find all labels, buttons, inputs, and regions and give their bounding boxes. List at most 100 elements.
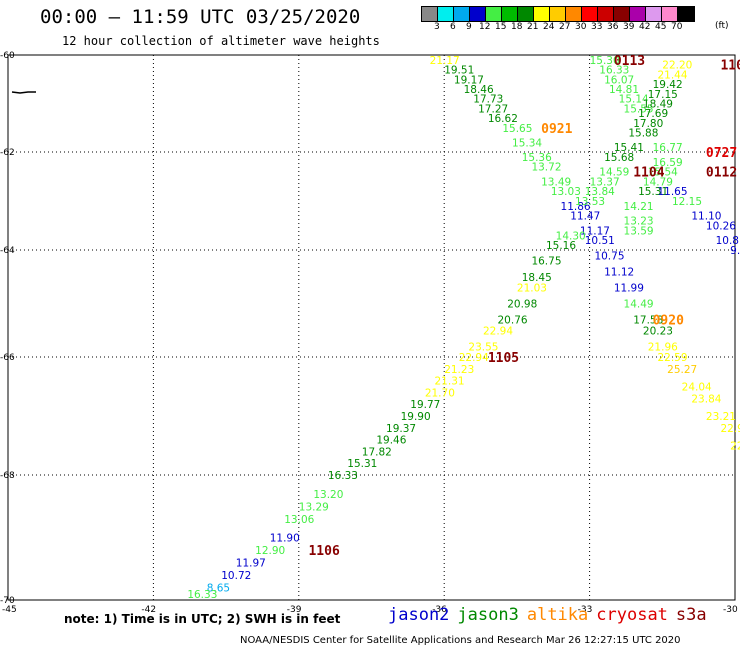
pass-time-label: 1104 <box>633 166 664 181</box>
colorbar-tick-label: 24 <box>543 22 555 32</box>
colorbar-tick-label: 30 <box>575 22 587 32</box>
wave-height-value: 16.62 <box>488 113 518 125</box>
wave-height-value: 14.49 <box>624 299 654 311</box>
wave-height-value: 11.97 <box>236 558 266 570</box>
wave-height-value: 13.72 <box>531 162 561 174</box>
wave-height-value: 18.49 <box>643 99 673 111</box>
colorbar-tick-label: 21 <box>527 22 539 32</box>
lat-tick-label: -66 <box>0 353 15 363</box>
colorbar-swatch <box>582 7 598 21</box>
lat-tick-label: -68 <box>0 471 15 481</box>
colorbar-tick-label: 36 <box>607 22 619 32</box>
wave-height-value: 17.82 <box>362 446 392 458</box>
pass-time-label: 0921 <box>541 122 572 137</box>
wave-height-value: 17.73 <box>473 94 503 106</box>
colorbar-swatch <box>630 7 646 21</box>
pass-time-label: 0112 <box>706 166 737 181</box>
pass-time-label: 0113 <box>614 54 645 69</box>
wave-height-value: 21.31 <box>435 376 465 388</box>
wave-height-value: 15.36 <box>522 152 552 164</box>
wave-height-value: 10.26 <box>706 221 736 233</box>
colorbar-tick-label: 27 <box>559 22 571 32</box>
wave-height-value: 10.75 <box>594 250 624 262</box>
lat-tick-label: -70 <box>0 596 15 606</box>
pass-time-label: 1106 <box>308 544 339 559</box>
satellite-legend: jason2 jason3 altika cryosat s3a <box>388 605 715 625</box>
wave-height-value: 8.65 <box>207 583 230 595</box>
credit-line: NOAA/NESDIS Center for Satellite Applica… <box>240 635 681 646</box>
wave-height-value: 15.30 <box>590 55 620 67</box>
colorbar-swatch <box>662 7 678 21</box>
wave-height-value: 16.33 <box>599 65 629 77</box>
wave-height-value: 21.17 <box>430 55 460 67</box>
colorbar-swatch <box>646 7 662 21</box>
colorbar-tick-label: 12 <box>479 22 491 32</box>
wave-height-value: 13.06 <box>284 514 314 526</box>
wave-height-value: 13.20 <box>313 489 343 501</box>
wave-height-value: 22 <box>730 441 740 453</box>
colorbar-tick-label: 15 <box>495 22 507 32</box>
colorbar-tick-label: 3 <box>434 22 440 32</box>
wave-height-value: 15.88 <box>628 128 658 140</box>
wave-height-value: 11.65 <box>657 186 687 198</box>
wave-height-value: 11.12 <box>604 266 634 278</box>
colorbar-unit: (ft) <box>715 21 729 31</box>
wave-height-value: 21.70 <box>425 387 455 399</box>
wave-height-value: 16.33 <box>187 589 217 601</box>
wave-height-value: 15.68 <box>604 152 634 164</box>
wave-height-value: 15.55 <box>624 103 654 115</box>
lon-tick-label: -30 <box>723 605 738 615</box>
coastline-fragment <box>11 91 36 94</box>
wave-height-value: 13.29 <box>299 501 329 513</box>
wave-height-value: 21.44 <box>657 69 687 81</box>
map-frame <box>7 54 736 601</box>
lon-tick-label: -45 <box>2 605 17 615</box>
wave-height-value: 22.9 <box>720 423 740 435</box>
wave-height-value: 11.17 <box>580 225 610 237</box>
colorbar-tick-label: 9 <box>466 22 472 32</box>
pass-time-label: 0727 <box>706 146 737 161</box>
wave-height-value: 17.58 <box>633 315 663 327</box>
legend-s3a: s3a <box>675 605 707 625</box>
wave-height-value: 23.21 <box>706 411 736 423</box>
wave-height-value: 20.76 <box>498 315 528 327</box>
page-subtitle: 12 hour collection of altimeter wave hei… <box>62 34 380 48</box>
wave-height-value: 14.79 <box>643 176 673 188</box>
wave-height-value: 17.15 <box>648 89 678 101</box>
wave-height-value: 19.42 <box>653 79 683 91</box>
wave-height-value: 11.10 <box>691 211 721 223</box>
wave-height-value: 13.03 <box>551 186 581 198</box>
wave-height-value: 15.41 <box>614 142 644 154</box>
wave-height-value: 10.8 <box>716 235 739 247</box>
wave-height-value: 11.86 <box>561 201 591 213</box>
colorbar-swatch <box>566 7 582 21</box>
wave-height-value: 13.53 <box>575 196 605 208</box>
wave-height-value: 19.17 <box>454 74 484 86</box>
wave-height-value: 19.51 <box>444 65 474 77</box>
colorbar-tick-label: 33 <box>591 22 603 32</box>
colorbar-swatch <box>486 7 502 21</box>
colorbar-tick-label: 42 <box>639 22 651 32</box>
legend-jason2: jason2 <box>388 605 450 625</box>
wave-height-value: 15.31 <box>347 458 377 470</box>
colorbar-swatch <box>438 7 454 21</box>
pass-time-label: 110 <box>720 59 740 74</box>
wave-height-value: 17.69 <box>638 108 668 120</box>
pass-time-label: 1105 <box>488 351 519 366</box>
wave-height-value: 14.21 <box>624 201 654 213</box>
wave-height-value: 20.98 <box>507 299 537 311</box>
wave-height-value: 15.31 <box>638 186 668 198</box>
colorbar-swatch <box>518 7 534 21</box>
colorbar-swatch <box>598 7 614 21</box>
wave-height-value: 20.23 <box>643 325 673 337</box>
wave-height-value: 22.20 <box>662 60 692 72</box>
wave-height-value: 9. <box>730 245 740 257</box>
wave-height-value: 17.27 <box>478 103 508 115</box>
wave-height-value: 18.45 <box>522 272 552 284</box>
lat-tick-label: -64 <box>0 246 15 256</box>
wave-height-value: 12.90 <box>255 545 285 557</box>
pass-time-label: 0920 <box>653 314 684 329</box>
colorbar-swatch <box>470 7 486 21</box>
wave-height-value: 13.37 <box>590 176 620 188</box>
lon-tick-label: -42 <box>141 605 156 615</box>
